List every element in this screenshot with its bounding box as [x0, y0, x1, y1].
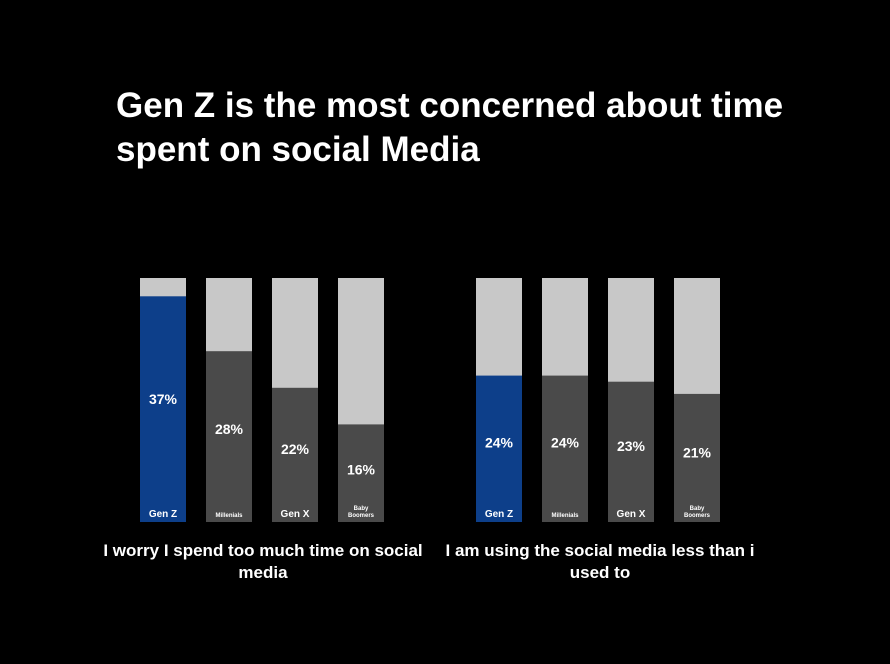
chart-2-category-label: Gen Z [485, 509, 513, 520]
chart-1-value-label: 37% [149, 391, 178, 407]
chart-2-caption: I am using the social media less than i … [445, 541, 755, 582]
chart-2-value-label: 23% [617, 438, 646, 454]
chart-1-value-label: 16% [347, 461, 376, 477]
chart-2-bar [608, 381, 654, 522]
chart-1-caption: I worry I spend too much time on social … [103, 541, 423, 582]
chart-2-value-label: 24% [551, 434, 580, 450]
chart-1-category-label: Gen X [281, 509, 310, 520]
chart-2-category-label: Millenials [551, 513, 579, 519]
chart-2-bar [476, 375, 522, 522]
chart-1-category-label: Millenials [215, 513, 243, 519]
chart-2-category-label: Gen X [617, 509, 646, 520]
chart-2-category-label: Baby Boomers [684, 506, 711, 519]
chart-1-bar [272, 387, 318, 522]
chart-1-bar [140, 296, 186, 522]
chart-title: Gen Z is the most concerned about time s… [116, 86, 784, 169]
chart-1-value-label: 22% [281, 441, 310, 457]
chart-1-bar [338, 424, 384, 522]
chart-1-value-label: 28% [215, 421, 244, 437]
chart-1-bar [206, 351, 252, 522]
chart-2-bar [542, 375, 588, 522]
chart-1-category-label: Gen Z [149, 509, 177, 520]
chart-2-bar [674, 393, 720, 522]
chart-1-category-label: Baby Boomers [348, 506, 375, 519]
chart-2-value-label: 21% [683, 445, 712, 461]
chart-2-value-label: 24% [485, 434, 514, 450]
